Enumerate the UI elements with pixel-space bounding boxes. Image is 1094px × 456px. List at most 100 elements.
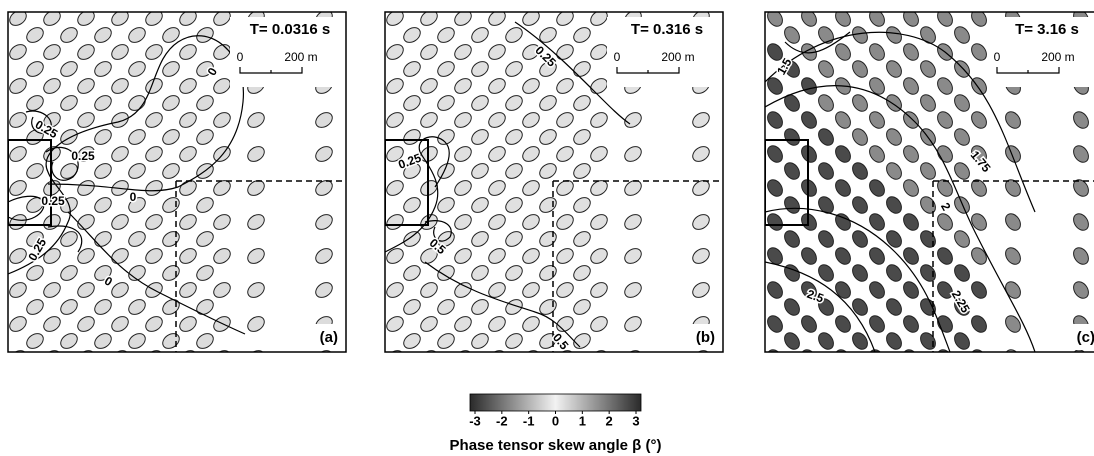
tensor-ellipse <box>505 129 523 145</box>
label-bg <box>683 324 721 350</box>
tensor-ellipse <box>111 12 129 26</box>
tensor-ellipse <box>247 214 265 230</box>
tensor-ellipse <box>692 282 710 298</box>
tensor-ellipse <box>420 78 438 94</box>
tensor-ellipse <box>954 264 970 282</box>
tensor-ellipse <box>903 12 919 27</box>
panel-frame <box>7 11 347 353</box>
tensor-ellipse <box>386 12 404 26</box>
tensor-ellipse <box>437 163 455 179</box>
tensor-ellipse <box>886 162 902 180</box>
tensor-ellipse <box>471 197 489 213</box>
panel-frame <box>384 11 724 353</box>
tensor-ellipse <box>196 129 214 145</box>
contour-line <box>25 110 52 134</box>
tensor-ellipse <box>937 179 953 197</box>
tensor-ellipse <box>488 214 506 230</box>
contour-line <box>765 261 876 352</box>
tensor-ellipse <box>347 280 369 301</box>
tensor-ellipse <box>869 12 885 27</box>
tensor-ellipse <box>954 94 970 112</box>
tensor-ellipse <box>590 78 608 94</box>
tensor-ellipse <box>213 248 231 264</box>
scale-label: 200 m <box>661 50 694 64</box>
tensor-ellipse <box>488 180 506 196</box>
tensor-ellipse <box>347 212 369 233</box>
tensor-ellipse <box>213 214 231 230</box>
tensor-ellipse <box>522 282 540 298</box>
tensor-ellipse <box>145 12 163 26</box>
tensor-ellipse <box>403 265 421 281</box>
tensor-ellipse <box>488 112 506 128</box>
tensor-ellipse <box>60 129 78 145</box>
tensor-ellipse <box>213 282 231 298</box>
tensor-ellipse <box>1073 111 1089 129</box>
tensor-ellipse <box>522 44 540 60</box>
tensor-ellipse <box>111 112 129 128</box>
tensor-ellipse <box>886 298 902 316</box>
tensor-ellipse <box>145 146 163 162</box>
tensor-ellipse <box>801 315 817 333</box>
contour-line <box>385 136 450 253</box>
tensor-ellipse <box>179 316 197 332</box>
tensor-ellipse <box>539 129 557 145</box>
tensor-ellipse <box>784 230 800 248</box>
tensor-ellipse <box>437 129 455 145</box>
tensor-ellipse <box>835 145 851 163</box>
tensor-ellipse <box>724 42 746 63</box>
tensor-ellipse <box>556 146 574 162</box>
tensor-ellipse <box>77 44 95 60</box>
tensor-ellipse <box>784 26 800 44</box>
tensor-ellipse <box>386 282 404 298</box>
tensor-ellipse <box>94 197 112 213</box>
tensor-ellipse <box>488 350 506 352</box>
tensor-ellipse <box>128 61 146 77</box>
contour-line <box>765 207 951 352</box>
tensor-ellipse <box>94 27 112 43</box>
tensor-ellipse <box>437 95 455 111</box>
tensor-ellipse <box>724 110 746 131</box>
tensor-ellipse <box>1073 247 1089 265</box>
tensor-ellipse <box>539 163 557 179</box>
tensor-ellipse <box>818 264 834 282</box>
tensor-ellipse <box>162 333 180 349</box>
tensor-ellipse <box>801 77 817 95</box>
tensor-ellipse <box>852 298 868 316</box>
tensor-ellipse <box>724 178 746 199</box>
tensor-ellipse <box>347 8 369 29</box>
tensor-ellipse <box>128 333 146 349</box>
tensor-ellipse <box>26 265 44 281</box>
tensor-ellipse <box>403 163 421 179</box>
label-bg <box>306 324 344 350</box>
tensor-ellipse <box>1005 315 1021 333</box>
tensor-ellipse <box>315 350 333 352</box>
tensor-ellipse <box>77 180 95 196</box>
tensor-ellipse <box>852 128 868 146</box>
tensor-ellipse <box>903 213 919 231</box>
tensor-ellipse <box>247 112 265 128</box>
tensor-ellipse <box>767 213 783 231</box>
tensor-ellipse <box>971 111 987 129</box>
tensor-ellipse <box>420 12 438 26</box>
tensor-ellipse <box>454 12 472 26</box>
tensor-ellipse <box>9 112 27 128</box>
tensor-ellipse <box>26 231 44 247</box>
tensor-ellipse <box>26 95 44 111</box>
tensor-ellipse <box>869 349 885 352</box>
tensor-ellipse <box>9 180 27 196</box>
tensor-ellipse <box>920 230 936 248</box>
tensor-ellipse <box>9 248 27 264</box>
tensor-ellipse <box>196 61 214 77</box>
colorbar-tick-label: -3 <box>469 413 481 428</box>
tensor-ellipse <box>886 128 902 146</box>
tensor-ellipse <box>60 231 78 247</box>
tensor-ellipse <box>111 78 129 94</box>
tensor-ellipse <box>213 12 231 26</box>
tensor-ellipse <box>767 43 783 61</box>
tensor-ellipse <box>692 248 710 264</box>
tensor-ellipse <box>437 197 455 213</box>
tensor-ellipse <box>835 315 851 333</box>
tensor-ellipse <box>213 78 231 94</box>
colorbar-label: Phase tensor skew angle β (°) <box>450 437 662 454</box>
